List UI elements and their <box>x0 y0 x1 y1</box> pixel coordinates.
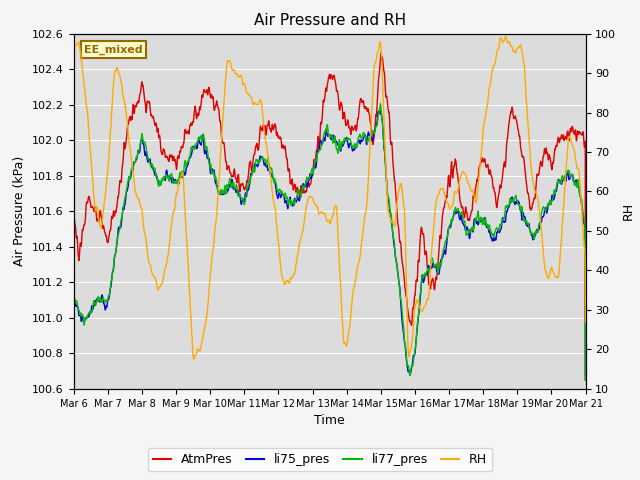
li77_pres <box>266 165 274 171</box>
li75_pres <box>376 108 383 113</box>
li75_pres <box>516 205 524 211</box>
RH <box>582 320 589 325</box>
RH <box>190 356 198 362</box>
li77_pres <box>582 377 589 383</box>
AtmPres <box>70 377 77 383</box>
Line: li77_pres: li77_pres <box>74 104 586 380</box>
Title: Air Pressure and RH: Air Pressure and RH <box>253 13 406 28</box>
AtmPres <box>266 125 274 131</box>
RH <box>502 34 509 39</box>
RH <box>266 169 274 175</box>
li77_pres <box>128 166 136 171</box>
Legend: AtmPres, li75_pres, li77_pres, RH: AtmPres, li75_pres, li77_pres, RH <box>148 448 492 471</box>
RH <box>572 159 580 165</box>
RH <box>159 279 166 285</box>
AtmPres <box>377 50 385 56</box>
Line: AtmPres: AtmPres <box>74 53 586 380</box>
Text: EE_mixed: EE_mixed <box>84 44 143 55</box>
li77_pres <box>288 199 296 205</box>
RH <box>70 233 77 239</box>
li77_pres <box>516 208 524 214</box>
li77_pres <box>70 377 77 383</box>
Line: li75_pres: li75_pres <box>74 110 586 380</box>
Y-axis label: Air Pressure (kPa): Air Pressure (kPa) <box>13 156 26 266</box>
li75_pres <box>288 201 296 207</box>
li77_pres <box>159 177 166 182</box>
AtmPres <box>582 377 589 383</box>
AtmPres <box>128 117 136 122</box>
RH <box>517 42 525 48</box>
AtmPres <box>159 152 166 157</box>
RH <box>128 163 136 169</box>
li75_pres <box>159 177 166 182</box>
li77_pres <box>572 180 580 185</box>
li75_pres <box>70 377 77 383</box>
AtmPres <box>572 129 580 134</box>
Y-axis label: RH: RH <box>622 202 635 220</box>
li75_pres <box>128 168 136 174</box>
li77_pres <box>376 101 384 107</box>
li75_pres <box>582 377 589 383</box>
RH <box>289 275 296 280</box>
Line: RH: RH <box>74 36 586 359</box>
X-axis label: Time: Time <box>314 414 345 427</box>
AtmPres <box>288 176 296 182</box>
AtmPres <box>516 145 524 151</box>
li75_pres <box>266 169 274 175</box>
li75_pres <box>572 178 580 183</box>
